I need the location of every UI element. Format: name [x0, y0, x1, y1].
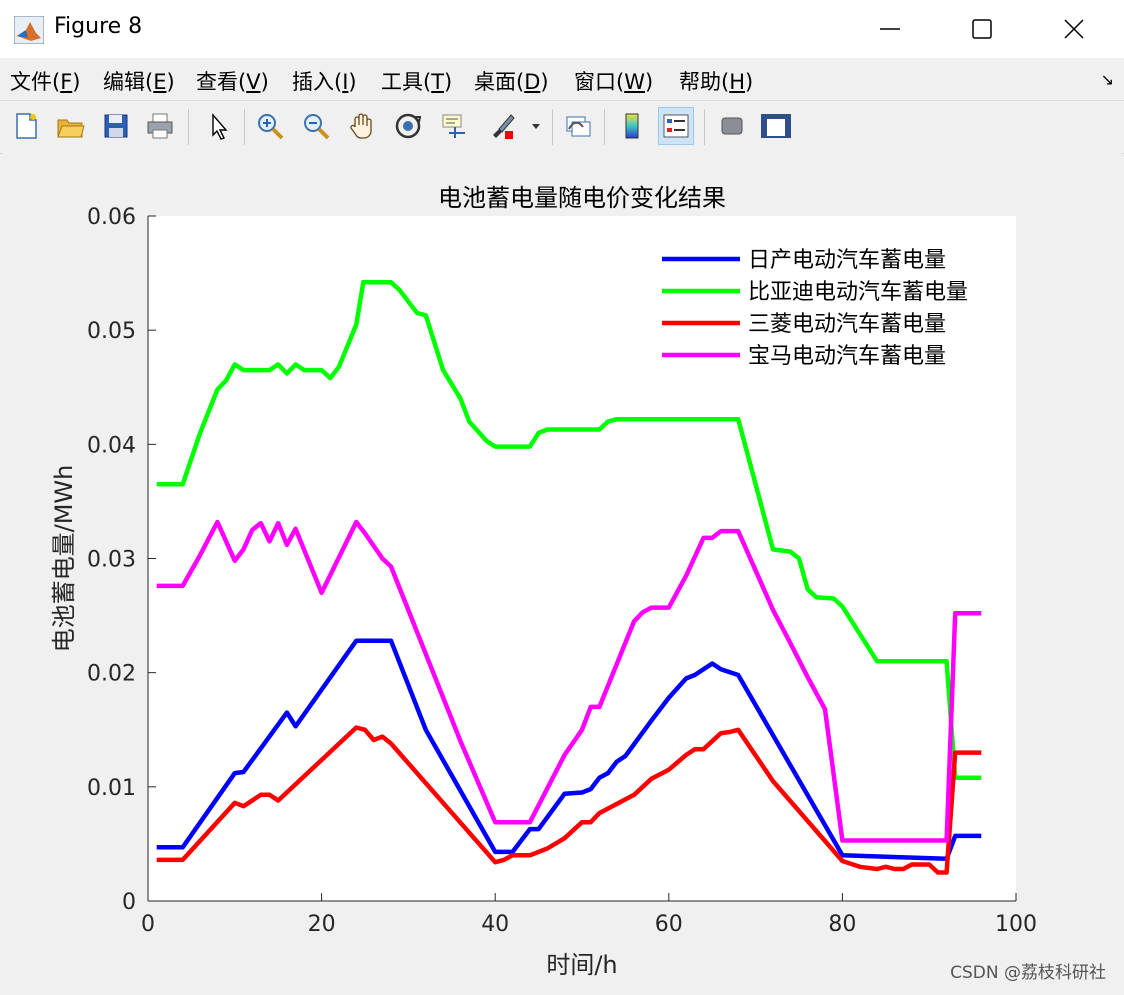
menu-insert[interactable]: 插入(I) — [292, 70, 357, 94]
chart-title: 电池蓄电量随电价变化结果 — [438, 184, 726, 212]
pointer-icon — [212, 113, 228, 140]
minimize-icon — [880, 28, 900, 30]
close-icon — [1064, 19, 1084, 39]
menu-desktop[interactable]: 桌面(D) — [474, 70, 549, 94]
matlab-logo-icon — [14, 16, 44, 44]
y-axis-label: 电池蓄电量/MWh — [50, 465, 78, 653]
x-tick-label: 20 — [308, 912, 336, 937]
new-figure-icon — [16, 113, 37, 139]
zoom-out-button[interactable] — [298, 107, 334, 145]
pan-icon — [350, 113, 372, 139]
menu-view[interactable]: 查看(V) — [196, 70, 269, 94]
figure-canvas: 0 20 40 60 80 100 0 0.01 0.02 0.03 0.04 0.05 0.06 电池蓄… — [2, 153, 1122, 993]
menu-help[interactable]: 帮助(H) — [679, 70, 754, 94]
pointer-button[interactable] — [200, 107, 236, 145]
menu-tools[interactable]: 工具(T) — [381, 70, 453, 94]
y-tick-label: 0.02 — [87, 662, 136, 687]
x-tick-label: 60 — [655, 912, 683, 937]
brush-dropdown-button[interactable] — [524, 107, 548, 145]
legend-entry-3: 宝马电动汽车蓄电量 — [748, 344, 946, 369]
y-tick-label: 0 — [122, 890, 136, 915]
x-tick-label: 100 — [995, 912, 1037, 937]
y-tick-label: 0.05 — [87, 319, 136, 344]
dock-figure-icon[interactable]: ↘ — [1100, 70, 1114, 89]
rotate-3d-button[interactable] — [390, 107, 426, 145]
y-tick-label: 0.04 — [87, 433, 136, 458]
maximize-icon — [972, 19, 992, 39]
hide-plot-tools-button[interactable] — [714, 107, 750, 145]
zoom-in-icon — [258, 114, 284, 140]
close-button[interactable] — [1028, 0, 1120, 58]
print-button[interactable] — [142, 107, 178, 145]
watermark-text: CSDN @荔枝科研社 — [950, 963, 1106, 983]
menu-bar: 文件(F) 编辑(E) 查看(V) 插入(I) 工具(T) 桌面(D) 窗口(W… — [0, 58, 1124, 100]
series-line-3 — [156, 519, 982, 843]
rotate-3d-icon — [395, 113, 422, 139]
menu-file[interactable]: 文件(F) — [10, 70, 81, 94]
caret-down-icon — [532, 124, 540, 129]
x-tick-label: 80 — [828, 912, 856, 937]
maximize-button[interactable] — [936, 0, 1028, 58]
y-tick-label: 0.06 — [87, 205, 136, 230]
open-file-button[interactable] — [52, 107, 88, 145]
data-cursor-icon — [442, 114, 465, 138]
minimize-button[interactable] — [844, 0, 936, 58]
save-button[interactable] — [98, 107, 134, 145]
x-tick-label: 40 — [481, 912, 509, 937]
colorbar-icon — [625, 113, 639, 139]
zoom-in-button[interactable] — [252, 107, 288, 145]
figure-toolbar — [0, 100, 1124, 154]
show-plot-tools-icon — [761, 114, 791, 138]
line-chart[interactable]: 0 20 40 60 80 100 0 0.01 0.02 0.03 0.04 0.05 0.06 电池蓄… — [2, 153, 1122, 993]
brush-button[interactable] — [484, 107, 520, 145]
y-tick-label: 0.01 — [87, 776, 136, 801]
legend-entry-2: 三菱电动汽车蓄电量 — [748, 312, 946, 337]
colorbar-button[interactable] — [614, 107, 650, 145]
brush-icon — [493, 114, 515, 139]
data-cursor-button[interactable] — [436, 107, 472, 145]
y-tick-label: 0.03 — [87, 548, 136, 573]
menu-window[interactable]: 窗口(W) — [574, 70, 654, 94]
zoom-out-icon — [304, 114, 330, 140]
x-axis-label: 时间/h — [546, 951, 617, 979]
series-line-0 — [156, 638, 982, 862]
show-plot-tools-button[interactable] — [758, 107, 794, 145]
menu-edit[interactable]: 编辑(E) — [103, 70, 175, 94]
print-icon — [147, 113, 173, 139]
hide-plot-tools-icon — [721, 117, 743, 135]
window-title: Figure 8 — [54, 14, 143, 39]
pan-button[interactable] — [344, 107, 380, 145]
link-plot-icon — [566, 116, 591, 137]
link-plot-button[interactable] — [560, 107, 596, 145]
title-bar: Figure 8 — [0, 0, 1124, 58]
legend-entry-1: 比亚迪电动汽车蓄电量 — [748, 280, 968, 305]
open-file-icon — [57, 119, 85, 138]
legend-icon — [663, 114, 689, 138]
legend-entry-0: 日产电动汽车蓄电量 — [748, 248, 946, 273]
series-line-2 — [156, 725, 982, 875]
legend-button[interactable] — [658, 107, 694, 145]
x-tick-label: 0 — [141, 912, 155, 937]
series-line-1 — [156, 279, 982, 780]
save-icon — [104, 114, 128, 138]
new-figure-button[interactable] — [8, 107, 44, 145]
